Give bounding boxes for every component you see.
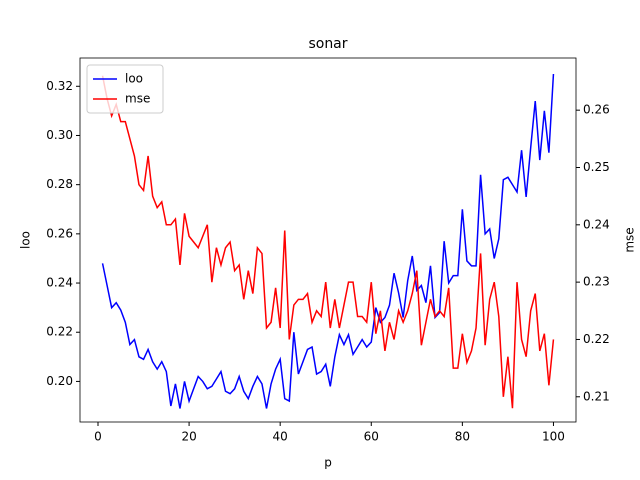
- y-axis-label: loo: [19, 231, 33, 249]
- y2-axis-label: mse: [623, 227, 637, 252]
- y2-tick-label: 0.22: [583, 332, 610, 346]
- y2-tick-label: 0.24: [583, 217, 610, 231]
- x-axis-label: p: [324, 456, 332, 470]
- plot-frame: [79, 57, 577, 423]
- y2-tick-label: 0.21: [583, 389, 610, 403]
- legend-label: mse: [125, 92, 150, 106]
- y-tick-label: 0.20: [46, 374, 73, 388]
- legend-box: [86, 64, 164, 114]
- y2-tick-label: 0.23: [583, 275, 610, 289]
- y-tick-label: 0.26: [46, 226, 73, 240]
- x-tick-label: 40: [273, 430, 288, 444]
- y2-tick-label: 0.25: [583, 160, 610, 174]
- y-tick-label: 0.30: [46, 128, 73, 142]
- x-tick-label: 80: [455, 430, 470, 444]
- x-tick-label: 60: [364, 430, 379, 444]
- legend-label: loo: [125, 72, 143, 86]
- line-series: [101, 75, 555, 409]
- y-tick-label: 0.22: [46, 325, 73, 339]
- legend: loo mse: [86, 64, 164, 114]
- y2-tick-label: 0.26: [583, 103, 610, 117]
- y-tick-label: 0.32: [46, 79, 73, 93]
- y-tick-label: 0.24: [46, 276, 73, 290]
- x-tick-label: 20: [181, 430, 196, 444]
- y-tick-label: 0.28: [46, 177, 73, 191]
- x-tick-label: 100: [542, 430, 565, 444]
- x-tick-label: 0: [94, 430, 102, 444]
- chart-title: sonar: [308, 36, 347, 52]
- line-series: [101, 73, 555, 409]
